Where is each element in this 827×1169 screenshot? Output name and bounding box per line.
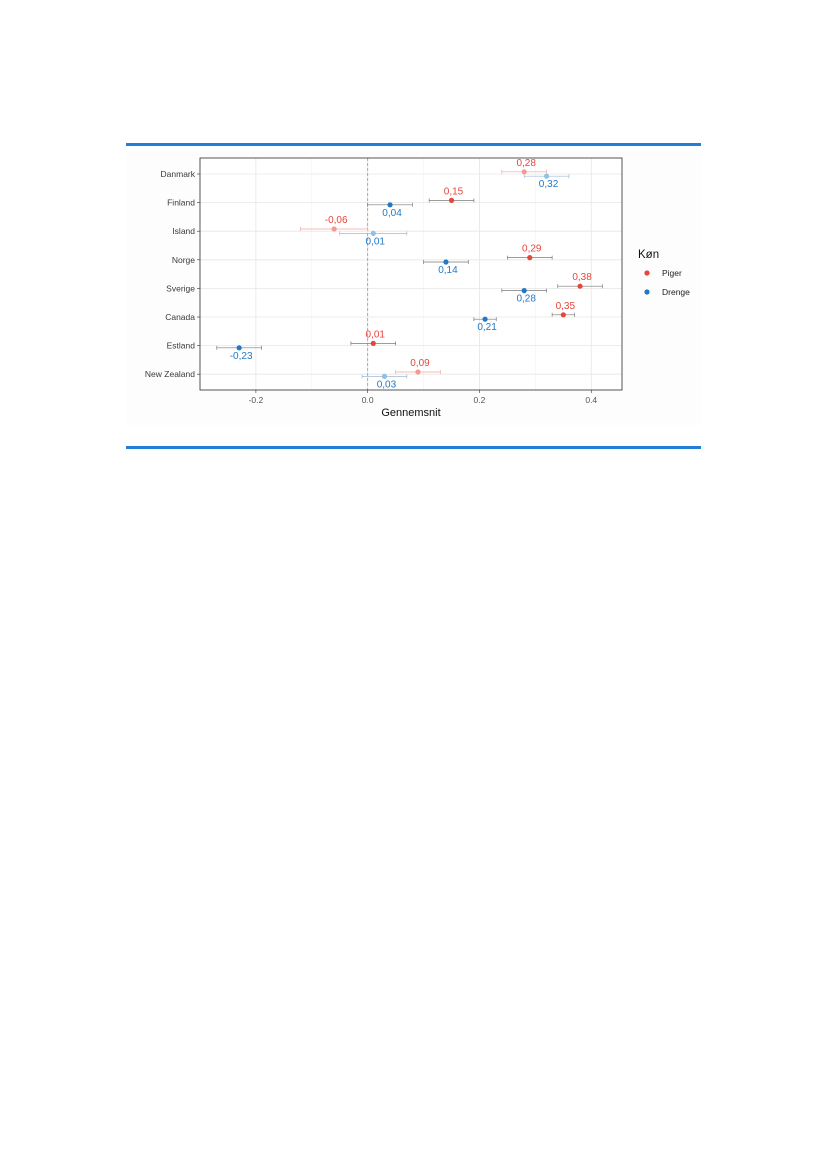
plot-panel-background — [200, 158, 622, 390]
data-label-piger: 0,35 — [556, 301, 576, 312]
data-label-piger: 0,28 — [516, 158, 536, 169]
y-tick-label: Canada — [165, 312, 195, 322]
data-label-drenge: 0,04 — [382, 208, 402, 219]
point-drenge — [443, 259, 449, 265]
legend-title: Køn — [638, 249, 659, 261]
point-drenge — [381, 373, 388, 379]
legend-label-piger: Piger — [662, 268, 682, 278]
point-piger — [448, 197, 455, 203]
data-label-drenge: 0,01 — [366, 236, 386, 247]
plot-panel-border — [199, 157, 623, 391]
point-drenge — [236, 345, 242, 351]
y-tick-label: Island — [172, 226, 195, 236]
data-label-piger: 0,15 — [444, 186, 464, 197]
y-tick-label: Estland — [167, 341, 196, 351]
point-drenge — [482, 316, 488, 322]
data-label-drenge: 0,32 — [539, 179, 559, 190]
point-piger — [560, 312, 566, 318]
grid-layer — [199, 158, 622, 390]
y-tick-label: Finland — [167, 198, 195, 208]
point-piger — [370, 340, 376, 346]
point-drenge — [387, 202, 393, 208]
data-label-piger: 0,38 — [572, 272, 592, 283]
bottom-divider — [126, 446, 701, 449]
legend: Køn Piger Drenge — [638, 249, 690, 297]
data-label-drenge: 0,14 — [438, 265, 458, 276]
x-axis-title: Gennemsnit — [381, 407, 440, 419]
point-drenge — [370, 230, 376, 236]
x-tick-label: 0.0 — [362, 395, 374, 405]
data-label-piger: 0,09 — [410, 358, 430, 369]
chart-svg: 0,28 0,15 -0,06 0,29 0,38 0,35 0,01 0,09 0,32 0,0… — [145, 157, 690, 419]
data-label-drenge: 0,28 — [516, 294, 536, 305]
y-tick-label: Danmark — [161, 169, 196, 179]
y-tick-label: New Zealand — [145, 369, 195, 379]
axis-layer: Danmark Finland Island Norge Sverige Canada Es… — [145, 169, 598, 405]
marks-layer: 0,28 0,15 -0,06 0,29 0,38 0,35 0,01 0,09 0,32 0,0… — [216, 158, 603, 390]
x-tick-label: 0.2 — [474, 395, 486, 405]
data-label-piger: 0,29 — [522, 244, 542, 255]
x-tick-label: -0.2 — [249, 395, 264, 405]
data-label-drenge: -0,23 — [230, 351, 253, 362]
x-tick-label: 0.4 — [585, 395, 597, 405]
data-label-drenge: 0,03 — [377, 379, 397, 390]
point-piger — [521, 169, 527, 175]
data-label-piger: -0,06 — [325, 215, 348, 226]
point-piger — [331, 226, 337, 232]
point-piger — [577, 283, 583, 289]
y-tick-label: Norge — [172, 255, 195, 265]
data-label-piger: 0,01 — [366, 329, 386, 340]
point-drenge — [521, 288, 527, 294]
legend-swatch-drenge — [644, 289, 650, 295]
legend-swatch-piger — [644, 270, 650, 276]
point-piger — [527, 255, 533, 261]
legend-label-drenge: Drenge — [662, 287, 690, 297]
point-drenge — [543, 173, 550, 179]
data-label-drenge: 0,21 — [477, 322, 497, 333]
y-tick-label: Sverige — [166, 283, 195, 293]
top-divider — [126, 143, 701, 146]
point-piger — [415, 369, 421, 375]
